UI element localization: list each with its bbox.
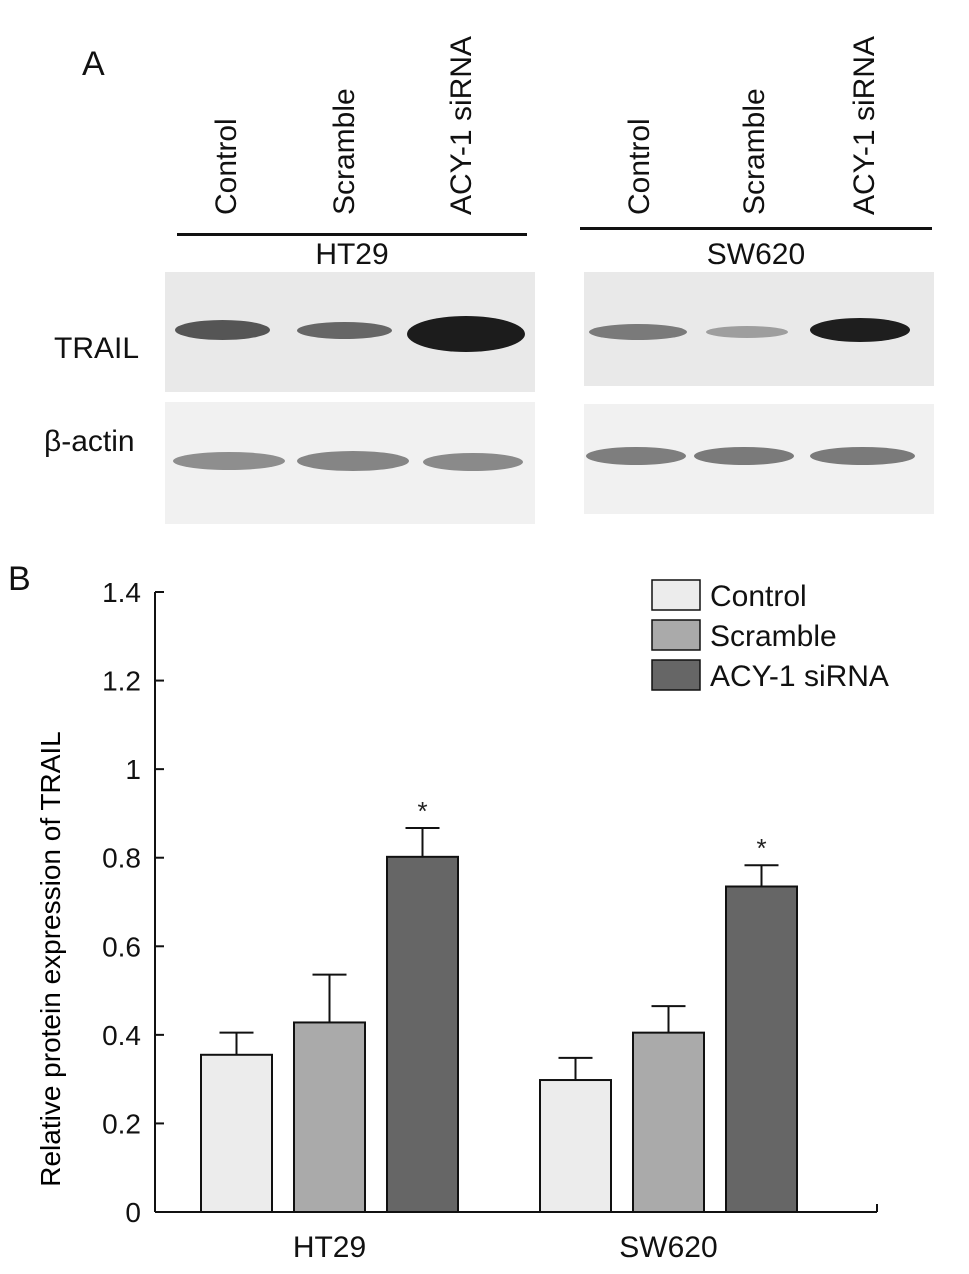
y-tick-label: 0: [125, 1197, 141, 1228]
band-ht29-trail-acy1: [407, 316, 525, 352]
bar-chart: 0 0.2 0.4 0.6 0.8 1 1.2 1.4 * HT29 * SW620 Control…: [35, 577, 889, 1264]
band-sw620-trail-scramble: [706, 326, 788, 338]
chart-axes: 0 0.2 0.4 0.6 0.8 1 1.2 1.4: [102, 577, 878, 1228]
x-tick-label: HT29: [293, 1231, 366, 1264]
chart-bars: * HT29 * SW620: [200, 796, 798, 1264]
band-ht29-actin-acy1: [423, 453, 523, 471]
bar: [632, 1031, 705, 1213]
bar: [293, 1021, 366, 1214]
group-label-ht29: HT29: [315, 238, 389, 271]
legend-label: ACY-1 siRNA: [710, 660, 889, 693]
bar: [200, 1053, 273, 1213]
significance-marker: *: [756, 833, 766, 863]
band-sw620-actin-scramble: [694, 447, 794, 465]
band-sw620-actin-control: [586, 447, 686, 465]
lane-label-ht29-control: Control: [210, 118, 243, 215]
lane-label-sw620-control: Control: [623, 118, 656, 215]
chart-legend: Control Scramble ACY-1 siRNA: [651, 579, 889, 693]
band-ht29-trail-control: [175, 320, 270, 340]
band-sw620-actin-acy1: [810, 447, 915, 465]
y-tick-label: 1.2: [102, 666, 141, 697]
y-tick-label: 1: [125, 754, 141, 785]
y-tick-label: 1.4: [102, 577, 141, 608]
group-bracket-ht29: [177, 233, 527, 236]
panel-a-letter: A: [82, 45, 105, 83]
panel-b-letter: B: [8, 560, 31, 598]
row-label-trail: TRAIL: [54, 332, 140, 365]
lane-label-sw620-acy1: ACY-1 siRNA: [848, 36, 881, 215]
y-tick-label: 0.4: [102, 1020, 141, 1051]
blot-ht29-trail: [165, 272, 535, 392]
blot-ht29-actin: [165, 402, 535, 524]
lane-label-ht29-acy1: ACY-1 siRNA: [445, 36, 478, 215]
x-tick-label: SW620: [619, 1231, 717, 1264]
bar: [386, 855, 459, 1213]
group-label-sw620: SW620: [706, 238, 806, 271]
blot-sw620-actin: [584, 404, 934, 514]
bar: [725, 885, 798, 1213]
blot-sw620-trail: [584, 272, 934, 386]
group-bracket-sw620: [580, 227, 932, 230]
y-tick-label: 0.6: [102, 931, 141, 962]
legend-swatch: [651, 579, 701, 611]
band-ht29-actin-scramble: [297, 451, 409, 471]
row-label-beta-actin: β-actin: [44, 425, 135, 458]
legend-label: Scramble: [710, 620, 837, 653]
band-ht29-actin-control: [173, 452, 285, 470]
band-sw620-trail-acy1: [810, 318, 910, 342]
lane-label-sw620-scramble: Scramble: [738, 88, 771, 215]
bar: [539, 1079, 612, 1213]
legend-swatch: [651, 619, 701, 651]
band-ht29-trail-scramble: [297, 322, 392, 339]
y-axis-title: Relative protein expression of TRAIL: [35, 731, 66, 1187]
legend-swatch: [651, 659, 701, 691]
legend-label: Control: [710, 580, 807, 613]
y-tick-label: 0.8: [102, 843, 141, 874]
y-tick-label: 0.2: [102, 1108, 141, 1139]
lane-label-ht29-scramble: Scramble: [328, 88, 361, 215]
band-sw620-trail-control: [589, 324, 687, 340]
significance-marker: *: [417, 796, 427, 826]
